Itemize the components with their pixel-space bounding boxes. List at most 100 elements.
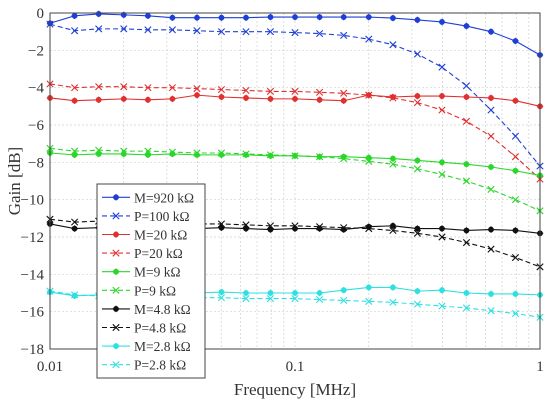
data-point	[144, 12, 152, 19]
marker-stroke	[316, 223, 324, 231]
data-point	[71, 151, 78, 159]
marker-stroke	[71, 84, 79, 92]
marker-stroke	[365, 297, 373, 305]
data-point	[71, 84, 79, 92]
marker-stroke	[340, 31, 348, 39]
y-tick-label: −14	[21, 267, 45, 283]
data-point	[242, 289, 250, 297]
data-point	[144, 151, 152, 159]
data-point	[487, 132, 495, 140]
legend-marker	[112, 361, 120, 369]
legend-marker	[112, 212, 120, 220]
marker-stroke	[168, 148, 177, 156]
marker-stroke	[217, 149, 226, 157]
data-point	[316, 295, 324, 304]
legend-label: P=2.8 kΩ	[134, 358, 186, 373]
data-point	[413, 50, 422, 58]
marker-stroke	[242, 28, 250, 36]
data-point	[487, 106, 495, 114]
legend-entry: P=4.8 kΩ	[102, 321, 186, 336]
data-point	[413, 229, 422, 237]
marker-stroke	[389, 160, 397, 168]
data-point	[413, 165, 422, 173]
marker-stroke	[95, 83, 103, 91]
data-point	[266, 87, 275, 95]
data-point	[512, 37, 519, 45]
data-point	[242, 150, 250, 158]
data-point	[218, 14, 225, 21]
data-point	[365, 157, 373, 165]
marker-stroke	[266, 87, 275, 95]
data-point	[365, 35, 373, 43]
data-point	[217, 294, 226, 302]
data-point	[242, 295, 250, 303]
marker-stroke	[316, 295, 324, 304]
data-point	[389, 222, 397, 229]
marker-stroke	[511, 309, 520, 318]
data-point	[193, 85, 201, 93]
marker-stroke	[95, 25, 103, 33]
marker-stroke	[462, 304, 471, 312]
data-point	[144, 84, 152, 92]
data-point	[169, 14, 176, 21]
data-point	[193, 91, 201, 99]
data-point	[413, 300, 422, 308]
marker-stroke	[438, 63, 446, 71]
marker-stroke	[438, 233, 446, 241]
marker-stroke	[365, 157, 373, 165]
data-point	[487, 307, 495, 315]
data-point	[389, 14, 397, 22]
legend-label: P=9 kΩ	[134, 283, 176, 298]
marker-stroke	[242, 150, 250, 158]
marker-stroke	[112, 361, 120, 369]
marker-stroke	[438, 170, 446, 179]
data-point	[487, 290, 495, 298]
data-point	[463, 289, 470, 297]
data-point	[389, 284, 397, 291]
x-tick-label: 1	[536, 359, 544, 375]
data-point	[512, 167, 519, 174]
data-point	[242, 225, 250, 232]
data-point	[120, 25, 128, 33]
legend-label: M=2.8 kΩ	[134, 339, 191, 354]
marker-stroke	[112, 212, 120, 220]
data-point	[340, 287, 347, 294]
legend-marker	[112, 249, 120, 257]
marker-stroke	[413, 99, 422, 107]
data-point	[291, 87, 299, 95]
data-point	[267, 289, 274, 297]
marker-stroke	[266, 28, 275, 36]
data-point	[144, 26, 152, 34]
marker-stroke	[389, 41, 397, 49]
marker-stroke	[413, 300, 422, 308]
data-point	[487, 28, 495, 35]
data-point	[414, 225, 421, 232]
marker-stroke	[511, 253, 520, 262]
marker-stroke	[71, 291, 79, 299]
data-point	[71, 97, 78, 104]
y-tick-label: −18	[21, 342, 44, 358]
marker-stroke	[217, 28, 226, 36]
marker-stroke	[365, 35, 373, 43]
data-point	[463, 93, 470, 101]
data-point	[95, 25, 103, 33]
marker-stroke	[242, 221, 250, 229]
y-tick-label: −8	[28, 155, 44, 171]
data-point	[144, 147, 152, 155]
series-2	[46, 91, 544, 110]
data-point	[438, 92, 446, 100]
data-point	[487, 163, 495, 171]
marker-stroke	[71, 218, 79, 226]
marker-stroke	[316, 153, 324, 161]
data-point	[487, 185, 495, 193]
data-point	[291, 295, 299, 303]
data-point	[340, 97, 347, 104]
data-point	[389, 226, 397, 235]
data-point	[95, 150, 102, 158]
data-point	[217, 149, 226, 157]
legend-entry: M=4.8 kΩ	[102, 302, 191, 317]
marker-stroke	[193, 27, 201, 35]
data-point	[242, 28, 250, 36]
legend-entry: M=2.8 kΩ	[102, 339, 191, 354]
